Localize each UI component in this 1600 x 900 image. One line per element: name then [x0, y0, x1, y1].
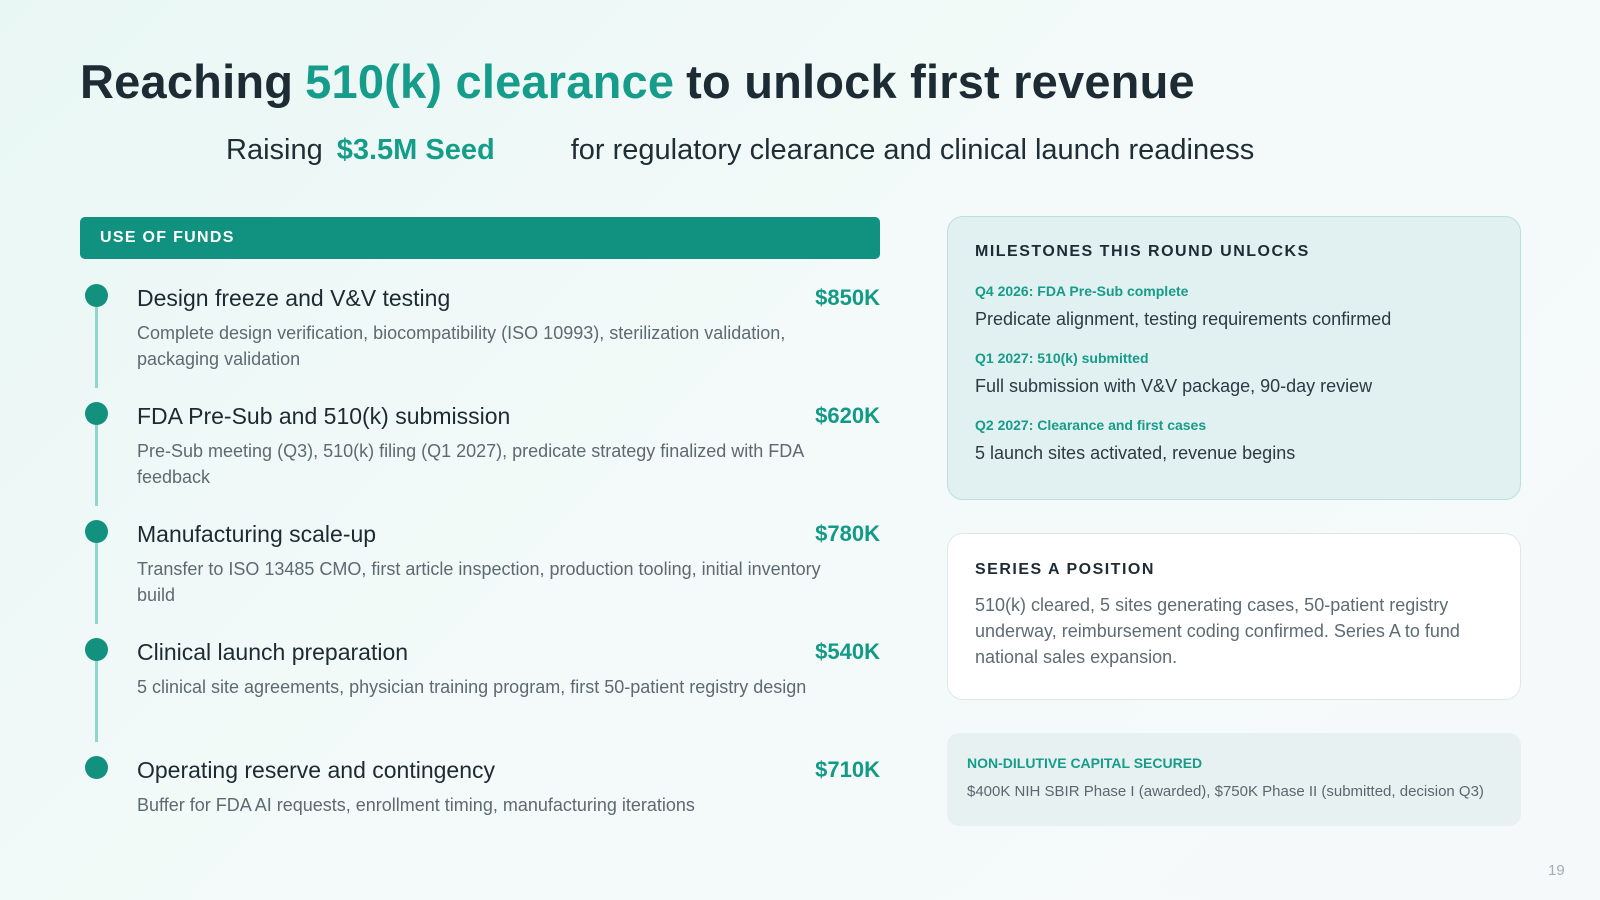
series-a-text: 510(k) cleared, 5 sites generating cases… — [975, 595, 1460, 667]
fund-item-amount: $620K — [815, 403, 880, 428]
title-prefix: Reaching — [80, 55, 294, 108]
milestone-text: 5 launch sites activated, revenue begins — [975, 443, 1296, 463]
timeline-dot — [85, 284, 108, 307]
fund-item: FDA Pre-Sub and 510(k) submission $620K … — [137, 403, 880, 490]
fund-item-amount: $850K — [815, 285, 880, 310]
timeline-connector — [95, 536, 98, 624]
fund-item-title: Clinical launch preparation — [137, 639, 409, 665]
timeline-dot — [85, 402, 108, 425]
non-dilutive-card: NON-DILUTIVE CAPITAL SECURED $400K NIH S… — [947, 733, 1521, 826]
series-a-heading: SERIES A POSITION — [975, 561, 1155, 578]
fund-item-amount: $710K — [815, 757, 880, 782]
milestone-label: Q4 2026: FDA Pre-Sub complete — [975, 283, 1189, 299]
page-number: 19 — [1548, 862, 1565, 879]
fund-item-title: Manufacturing scale-up — [137, 521, 377, 547]
milestone-label: Q1 2027: 510(k) submitted — [975, 350, 1149, 366]
milestone-text: Full submission with V&V package, 90-day… — [975, 376, 1373, 396]
fund-item-description: Complete design verification, biocompati… — [137, 323, 786, 369]
timeline-connector — [95, 300, 98, 388]
use-of-funds-header: USE OF FUNDS — [80, 217, 880, 259]
timeline-dot — [85, 520, 108, 543]
fund-item-title: Operating reserve and contingency — [137, 757, 495, 783]
fund-item-description: 5 clinical site agreements, physician tr… — [137, 677, 807, 697]
milestones-heading: MILESTONES THIS ROUND UNLOCKS — [975, 243, 1310, 260]
fund-item-title: Design freeze and V&V testing — [137, 285, 451, 311]
fund-item: Operating reserve and contingency $710K … — [137, 757, 880, 818]
title-accent: 510(k) clearance — [305, 55, 675, 108]
fund-item-description: Buffer for FDA AI requests, enrollment t… — [137, 795, 695, 815]
non-dilutive-label: NON-DILUTIVE CAPITAL SECURED — [967, 755, 1203, 771]
fund-item: Design freeze and V&V testing $850K Comp… — [137, 285, 880, 372]
fund-item-amount: $540K — [815, 639, 880, 664]
fund-item-description: Pre-Sub meeting (Q3), 510(k) filing (Q1 … — [137, 441, 804, 487]
timeline-connector — [95, 654, 98, 742]
timeline-dot — [85, 756, 108, 779]
timeline-dot — [85, 638, 108, 661]
subtitle-prefix: Raising — [226, 134, 323, 166]
slide-subtitle: Raising $3.5M Seed for regulatory clearanc… — [226, 134, 1254, 167]
milestone-label: Q2 2027: Clearance and first cases — [975, 417, 1207, 433]
subtitle-accent: $3.5M Seed — [336, 134, 495, 166]
subtitle-suffix: for regulatory clearance and clinical la… — [570, 134, 1255, 166]
title-suffix: to unlock first revenue — [686, 55, 1195, 108]
fund-item: Manufacturing scale-up $780K Transfer to… — [137, 521, 880, 608]
fund-item-title: FDA Pre-Sub and 510(k) submission — [137, 403, 511, 429]
fund-item: Clinical launch preparation $540K 5 clin… — [137, 639, 880, 700]
non-dilutive-text: $400K NIH SBIR Phase I (awarded), $750K … — [967, 783, 1484, 800]
timeline-connector — [95, 418, 98, 506]
fund-item-amount: $780K — [815, 521, 880, 546]
milestone-text: Predicate alignment, testing requirement… — [975, 309, 1392, 329]
series-a-card: SERIES A POSITION 510(k) cleared, 5 site… — [947, 533, 1521, 700]
fund-item-description: Transfer to ISO 13485 CMO, first article… — [137, 559, 821, 605]
slide-title: Reaching 510(k) clearance to unlock first … — [80, 54, 1195, 109]
milestones-card: MILESTONES THIS ROUND UNLOCKS Q4 2026: F… — [947, 216, 1521, 500]
